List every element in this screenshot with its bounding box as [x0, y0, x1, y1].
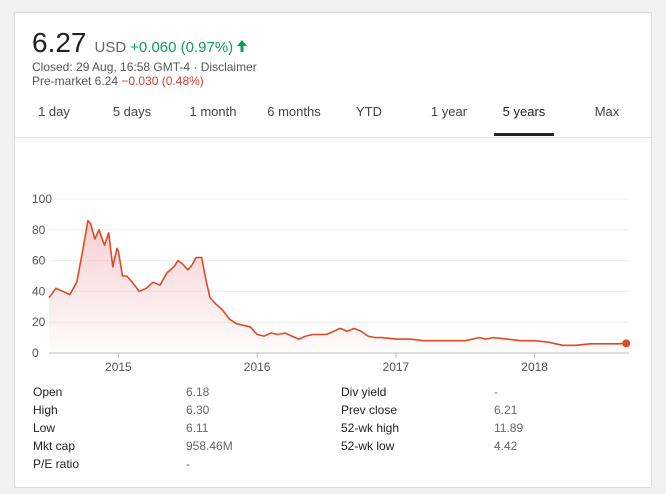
stats-left-column: Open 6.18 High 6.30 Low 6.11 Mkt cap 958…	[33, 383, 233, 473]
stat-value: 6.11	[186, 421, 209, 435]
x-tick-label: 2017	[383, 360, 410, 374]
arrow-up-icon	[236, 39, 248, 53]
price-chart: 100 80 60 40 20 0 2015 2016 2017 2018	[15, 137, 651, 375]
stat-label: Prev close	[341, 403, 398, 417]
stat-value: 4.42	[494, 439, 518, 453]
tab-1-year[interactable]: 1 year	[430, 104, 468, 119]
current-price-dot	[622, 339, 631, 348]
stat-row-52wk-high: 52-wk high 11.89	[341, 419, 523, 437]
y-tick-label: 40	[32, 284, 46, 298]
x-tick-label: 2018	[521, 360, 548, 374]
stat-row-prev-close: Prev close 6.21	[341, 401, 523, 419]
tab-1-month[interactable]: 1 month	[189, 104, 237, 119]
stat-label: 52-wk low	[341, 439, 395, 453]
stock-quote-card: 6.27 USD +0.060 (0.97%) Closed: 29 Aug, …	[14, 12, 652, 488]
stat-label: High	[33, 403, 58, 417]
stat-value: 6.30	[186, 403, 210, 417]
closed-info: Closed: 29 Aug, 16:58 GMT-4 · Disclaimer	[32, 60, 257, 74]
stat-value: 6.21	[494, 403, 518, 417]
tab-6-months[interactable]: 6 months	[267, 104, 321, 119]
y-tick-label: 0	[32, 346, 39, 360]
tab-ytd[interactable]: YTD	[356, 104, 382, 119]
stat-label: Low	[33, 421, 56, 435]
y-tick-label: 100	[32, 192, 52, 206]
stats-right-column: Div yield - Prev close 6.21 52-wk high 1…	[341, 383, 523, 455]
stat-row-mkt-cap: Mkt cap 958.46M	[33, 437, 233, 455]
stat-label: Div yield	[341, 385, 387, 399]
price-series-line	[48, 219, 627, 347]
price-change: +0.060 (0.97%)	[130, 39, 234, 56]
tab-max[interactable]: Max	[594, 104, 620, 119]
y-tick-label: 20	[32, 315, 46, 329]
premarket-info: Pre-market 6.24 −0.030 (0.48%)	[32, 74, 204, 88]
stat-row-52wk-low: 52-wk low 4.42	[341, 437, 523, 455]
y-tick-label: 80	[32, 223, 46, 237]
stat-row-open: Open 6.18	[33, 383, 233, 401]
price-area	[49, 220, 627, 353]
x-tick-label: 2015	[105, 360, 132, 374]
stat-label: Mkt cap	[33, 439, 76, 453]
stat-value: 6.18	[186, 385, 210, 399]
stat-value: -	[494, 385, 498, 399]
x-tick-label: 2016	[244, 360, 271, 374]
stat-row-div-yield: Div yield -	[341, 383, 523, 401]
stat-row-high: High 6.30	[33, 401, 233, 419]
stat-value: 11.89	[494, 421, 524, 435]
currency-code: USD	[94, 39, 127, 56]
tab-5-days[interactable]: 5 days	[112, 104, 152, 119]
stat-row-low: Low 6.11	[33, 419, 233, 437]
price-header: 6.27 USD +0.060 (0.97%)	[32, 27, 248, 59]
premarket-change: −0.030 (0.48%)	[121, 74, 204, 88]
y-tick-label: 60	[32, 254, 46, 268]
stat-value: -	[186, 457, 190, 471]
tab-1-day[interactable]: 1 day	[38, 104, 70, 119]
stat-label: Open	[33, 385, 63, 399]
price-chart-svg: 100 80 60 40 20 0 2015 2016 2017 2018	[32, 192, 631, 374]
stat-label: P/E ratio	[33, 457, 80, 471]
current-price: 6.27	[32, 27, 87, 58]
range-tabs: 1 day 5 days 1 month 6 months YTD 1 year…	[15, 99, 651, 138]
stat-value: 958.46M	[186, 439, 233, 453]
tab-5-years[interactable]: 5 years	[494, 99, 554, 136]
stat-row-pe-ratio: P/E ratio -	[33, 455, 233, 473]
premarket-label: Pre-market 6.24	[32, 74, 119, 88]
stat-label: 52-wk high	[341, 421, 400, 435]
